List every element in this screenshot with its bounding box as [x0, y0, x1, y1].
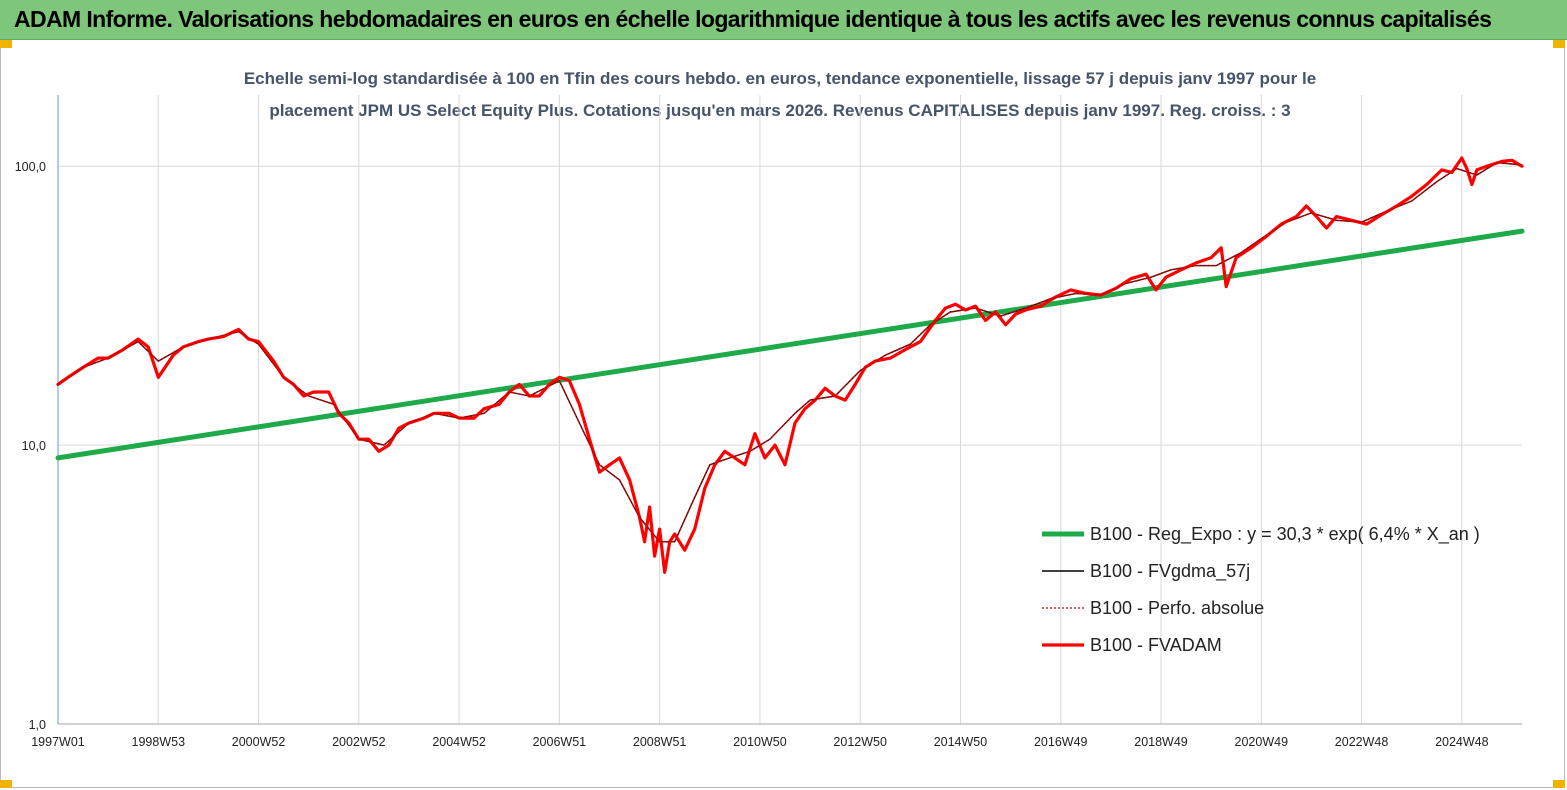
y-tick-label: 100,0 [15, 160, 46, 174]
axes: 1997W01 1998W53 2000W52 2002W52 2004W52 2006W… [15, 95, 1522, 749]
legend-entry-label: B100 - FVgdma_57j [1090, 561, 1250, 582]
series-line-b100-reg-expo-y-30-3-exp-6-4-x-a [55, 228, 1525, 461]
x-tick-label: 2020W49 [1235, 735, 1289, 749]
x-tick-label: 2022W48 [1335, 735, 1389, 749]
legend: B100 - Reg_Expo : y = 30,3 * exp( 6,4% *… [1042, 524, 1480, 655]
page-title: ADAM Informe. Valorisations hebdomadaire… [14, 6, 1492, 32]
legend-entry-label: B100 - Reg_Expo : y = 30,3 * exp( 6,4% *… [1090, 524, 1480, 545]
y-tick-label: 1,0 [29, 718, 46, 732]
x-tick-label: 2018W49 [1134, 735, 1188, 749]
series-line-b100-fvgdma-57j [57, 161, 1523, 543]
corner-marker-bottom-left [0, 780, 12, 788]
x-tick-label: 2004W52 [432, 735, 486, 749]
x-tick-label: 2014W50 [934, 735, 988, 749]
header-bar: ADAM Informe. Valorisations hebdomadaire… [0, 0, 1567, 40]
corner-marker-top-left [0, 40, 12, 48]
x-tick-label: 2016W49 [1034, 735, 1088, 749]
x-tick-label: 1997W01 [31, 735, 85, 749]
x-tick-label: 2000W52 [232, 735, 286, 749]
y-tick-label: 10,0 [22, 439, 46, 453]
line-chart: Echelle semi-log standardisée à 100 en T… [15, 69, 1525, 749]
series-line-b100-fvadam [56, 156, 1524, 574]
x-tick-label: 2002W52 [332, 735, 386, 749]
corner-marker-bottom-right [1553, 780, 1565, 788]
x-tick-label: 2012W50 [833, 735, 887, 749]
chart-subtitle-line1: Echelle semi-log standardisée à 100 en T… [244, 69, 1316, 88]
grid [57, 95, 1522, 725]
legend-entry-label: B100 - Perfo. absolue [1090, 598, 1264, 618]
legend-entry-label: B100 - FVADAM [1090, 635, 1222, 655]
x-tick-label: 2008W51 [633, 735, 687, 749]
series-line-b100-perfo-absolue [57, 161, 1523, 543]
x-tick-label: 2006W51 [533, 735, 587, 749]
x-tick-label: 2024W48 [1435, 735, 1489, 749]
x-tick-label: 1998W53 [132, 735, 186, 749]
x-tick-label: 2010W50 [733, 735, 787, 749]
corner-marker-top-right [1553, 40, 1565, 48]
chart-subtitle-line2: placement JPM US Select Equity Plus. Cot… [269, 101, 1290, 120]
series-group [55, 156, 1525, 574]
